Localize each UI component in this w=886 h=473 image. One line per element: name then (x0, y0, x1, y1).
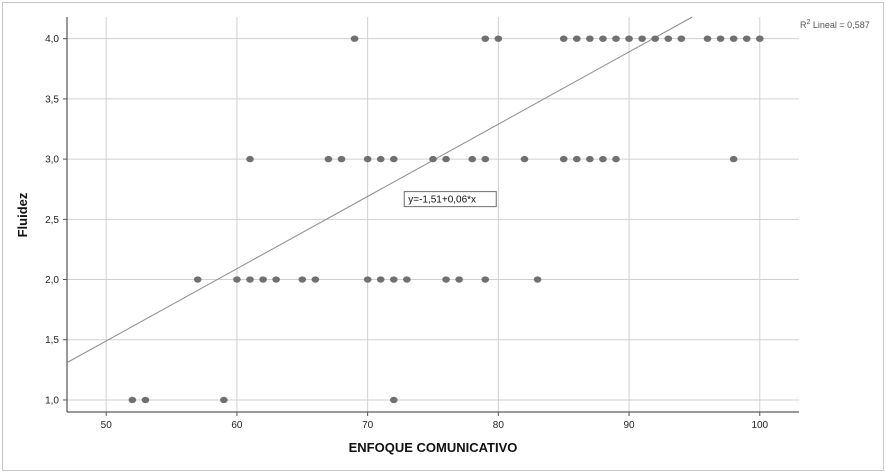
r2-suffix: Lineal = 0,587 (810, 20, 869, 30)
data-point (729, 35, 738, 42)
data-point (324, 155, 333, 163)
data-point (389, 155, 398, 163)
data-point (638, 35, 646, 42)
data-point (651, 35, 660, 42)
data-point (259, 276, 267, 283)
data-point (376, 155, 385, 163)
data-point (442, 155, 450, 163)
x-tick-label: 70 (362, 420, 374, 431)
data-point (311, 276, 320, 283)
x-tick-label: 80 (493, 420, 505, 431)
data-point (586, 35, 594, 42)
data-point (559, 155, 568, 163)
x-tick-label: 90 (624, 420, 636, 431)
annotations: R2 Lineal = 0,587 (800, 19, 870, 30)
plot-area (67, 17, 799, 412)
y-tick-label: 2,5 (45, 215, 59, 226)
x-tick-label: 60 (231, 420, 243, 431)
data-point (572, 155, 581, 163)
data-point (572, 35, 581, 42)
equation-label: y=-1,51+0,06*x (408, 195, 476, 206)
data-point (376, 276, 385, 283)
data-point (520, 155, 529, 163)
data-point (612, 155, 620, 163)
data-point (703, 35, 712, 42)
r2-superscript: 2 (807, 19, 811, 26)
data-point (494, 35, 503, 42)
data-point (612, 35, 620, 42)
data-point (363, 276, 372, 283)
axes (66, 17, 799, 413)
data-point (128, 396, 137, 404)
data-point (141, 396, 150, 404)
data-points (128, 35, 764, 404)
y-axis-title: Fluidez (15, 192, 30, 237)
data-point (599, 155, 607, 163)
data-point (664, 35, 673, 42)
data-point (337, 155, 346, 163)
data-point (468, 155, 477, 163)
data-point (559, 35, 568, 42)
data-point (481, 35, 490, 42)
data-point (220, 396, 228, 404)
y-axis-ticks: 1,0 1,5 2,0 2,5 3,0 3,5 4,0 (45, 34, 67, 406)
data-point (429, 155, 437, 163)
equation-box (403, 191, 497, 208)
data-point (403, 276, 411, 283)
y-tick-label: 2,0 (45, 275, 59, 286)
y-tick-label: 4,0 (45, 34, 59, 45)
r2-label: R2 Lineal = 0,587 (800, 19, 870, 30)
grid-lines (67, 17, 799, 412)
data-point (442, 276, 450, 283)
data-point (363, 155, 372, 163)
data-point (716, 35, 725, 42)
y-tick-label: 3,5 (45, 94, 59, 105)
y-tick-label: 1,0 (45, 395, 59, 406)
x-tick-label: 100 (751, 420, 768, 431)
data-point (233, 276, 241, 283)
data-point (272, 276, 280, 283)
data-point (481, 155, 490, 163)
y-tick-label: 3,0 (45, 155, 59, 166)
data-point (586, 155, 594, 163)
data-point (599, 35, 607, 42)
data-point (755, 35, 764, 42)
data-point (533, 276, 542, 283)
fit-line-group: y=-1,51+0,06*x (66, 16, 693, 364)
data-point (742, 35, 751, 42)
data-point (729, 155, 738, 163)
data-point (389, 276, 398, 283)
data-point (193, 276, 202, 283)
data-point (481, 276, 490, 283)
data-point (389, 396, 398, 404)
data-point (246, 276, 254, 283)
x-axis-title: ENFOQUE COMUNICATIVO (349, 440, 518, 455)
data-point (455, 276, 463, 283)
data-point (246, 155, 254, 163)
y-tick-label: 1,5 (45, 335, 59, 346)
x-tick-label: 50 (101, 420, 113, 431)
r2-prefix: R (800, 20, 807, 30)
regression-line (66, 16, 693, 364)
data-point (625, 35, 633, 42)
data-point (677, 35, 686, 42)
x-axis-ticks: 50 60 70 80 90 100 (101, 412, 769, 431)
data-point (298, 276, 307, 283)
data-point (350, 35, 359, 42)
